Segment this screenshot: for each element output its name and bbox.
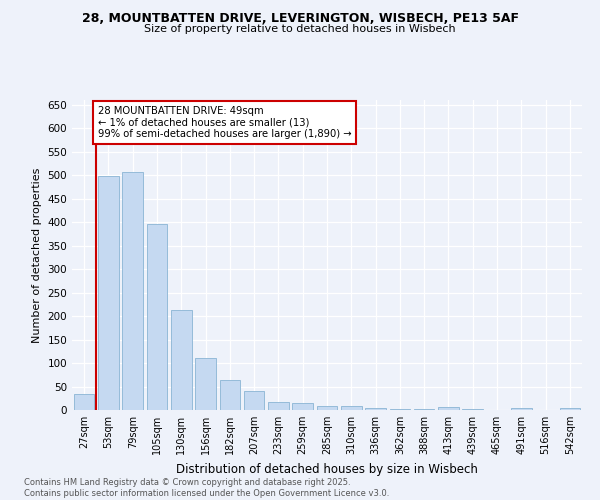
Bar [244,391,265,410]
Bar [195,358,216,410]
Bar [122,172,143,410]
Bar [98,176,119,410]
Bar [171,310,191,410]
Bar [317,406,337,410]
Text: Contains HM Land Registry data © Crown copyright and database right 2025.
Contai: Contains HM Land Registry data © Crown c… [24,478,389,498]
Text: 28 MOUNTBATTEN DRIVE: 49sqm
← 1% of detached houses are smaller (13)
99% of semi: 28 MOUNTBATTEN DRIVE: 49sqm ← 1% of deta… [97,106,351,139]
Bar [365,408,386,410]
Bar [389,408,410,410]
Bar [268,402,289,410]
X-axis label: Distribution of detached houses by size in Wisbech: Distribution of detached houses by size … [176,462,478,475]
Bar [74,394,94,410]
Bar [438,406,459,410]
Text: Size of property relative to detached houses in Wisbech: Size of property relative to detached ho… [144,24,456,34]
Bar [220,380,240,410]
Bar [341,406,362,410]
Y-axis label: Number of detached properties: Number of detached properties [32,168,42,342]
Bar [146,224,167,410]
Bar [463,409,483,410]
Bar [292,404,313,410]
Bar [560,408,580,410]
Text: 28, MOUNTBATTEN DRIVE, LEVERINGTON, WISBECH, PE13 5AF: 28, MOUNTBATTEN DRIVE, LEVERINGTON, WISB… [82,12,518,26]
Bar [511,408,532,410]
Bar [414,409,434,410]
